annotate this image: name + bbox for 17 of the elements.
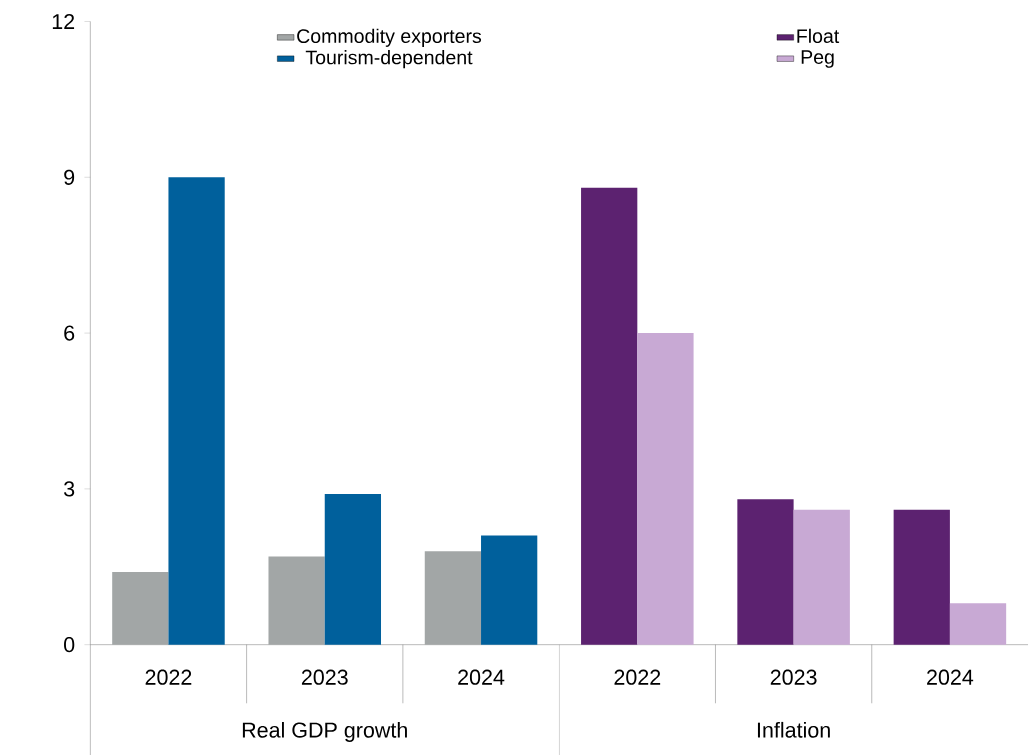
y-tick-label: 0 (64, 637, 75, 653)
legend-label: Tourism-dependent (305, 49, 473, 69)
x-tick-label: 2022 (614, 669, 661, 685)
x-tick-label: 2022 (145, 669, 192, 685)
x-tick-label: 2023 (301, 669, 348, 685)
text: Inflation (757, 721, 830, 738)
x-tick-label: 2024 (927, 669, 974, 685)
legend-label: Peg (801, 50, 834, 68)
x-tick-label: 2024 (458, 669, 505, 685)
y-tick-label: 9 (64, 169, 75, 185)
y-tick-label: 3 (64, 481, 75, 497)
y-tick-label: 12 (52, 13, 75, 29)
text: Real GDP growth (242, 721, 407, 742)
x-tick-label: 2023 (770, 669, 817, 685)
legend-label: Commodity exporters (297, 28, 482, 47)
legend-label: Float (797, 28, 840, 44)
y-tick-label: 6 (64, 325, 75, 341)
